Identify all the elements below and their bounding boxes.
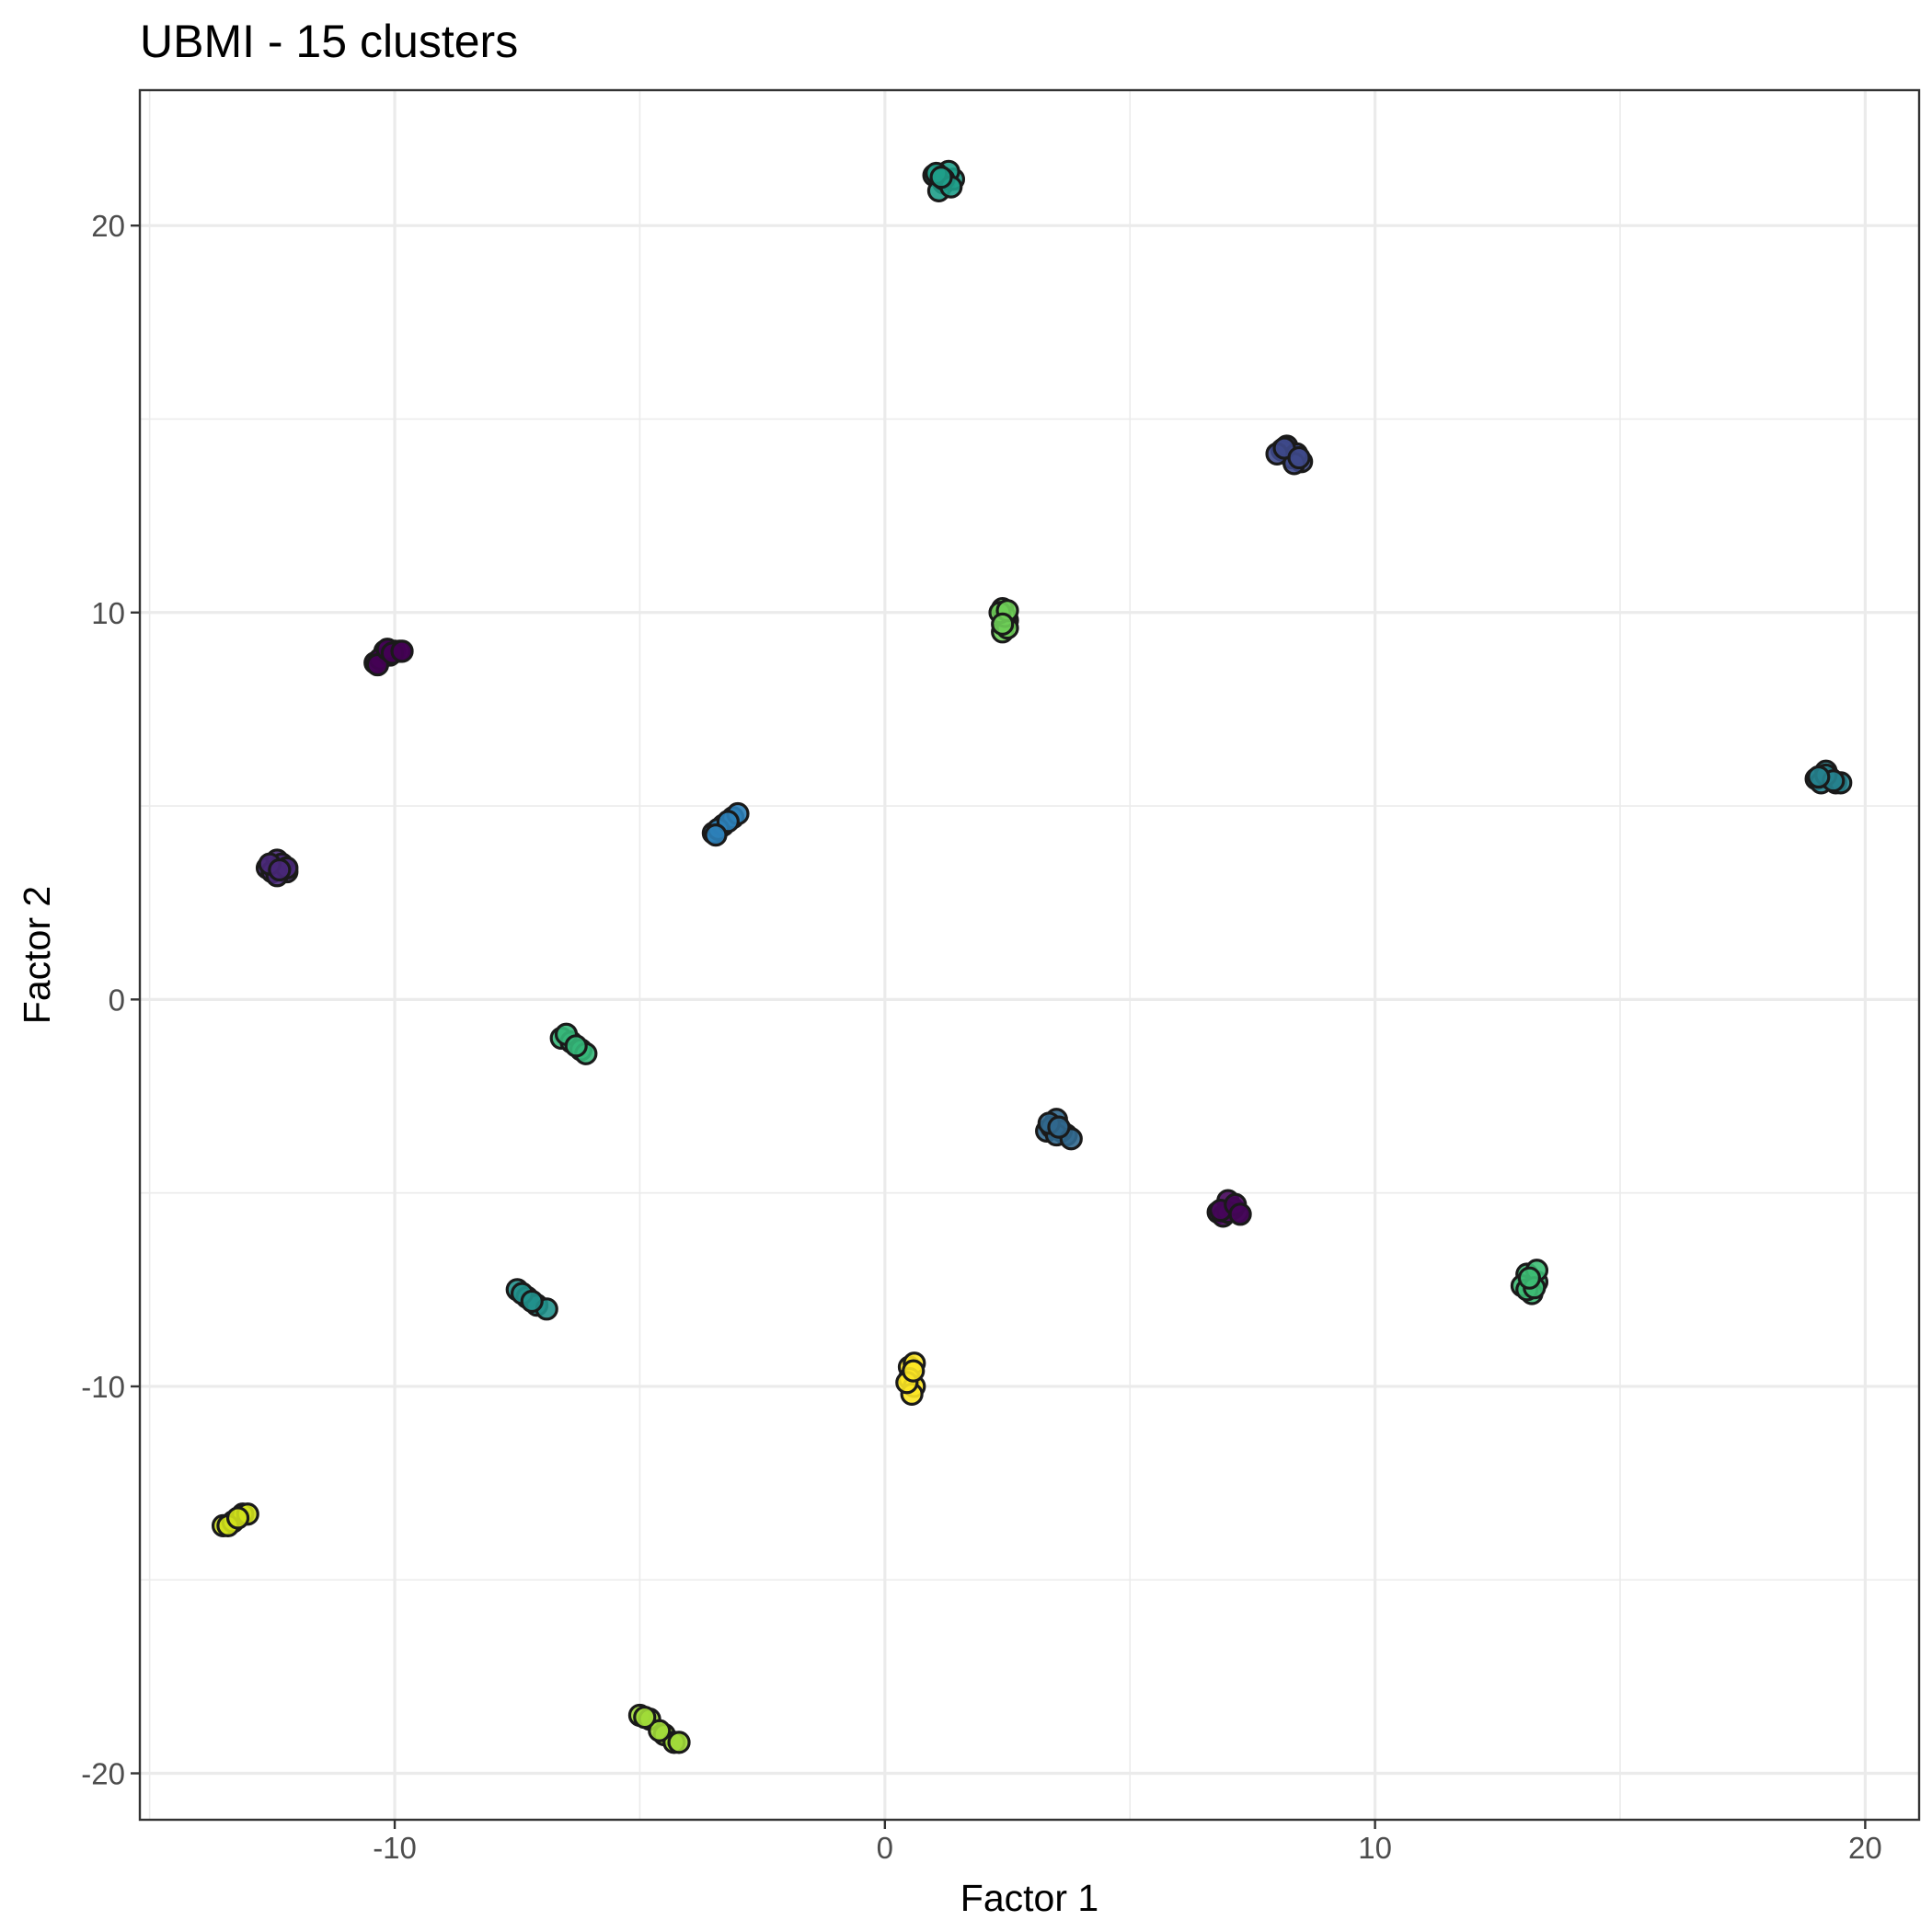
data-point bbox=[929, 166, 953, 190]
x-tick-label-1: 0 bbox=[877, 1831, 893, 1865]
data-point bbox=[902, 1359, 926, 1383]
grid-lines bbox=[140, 90, 1919, 1820]
cluster-1 bbox=[363, 638, 414, 677]
cluster-14 bbox=[211, 1502, 259, 1537]
cluster-3 bbox=[255, 848, 299, 888]
y-tick-label-2: 0 bbox=[109, 983, 125, 1017]
cluster-2 bbox=[1206, 1189, 1252, 1228]
chart-title: UBMI - 15 clusters bbox=[140, 16, 518, 67]
data-point bbox=[520, 1289, 544, 1314]
cluster-7 bbox=[1804, 759, 1853, 795]
data-points bbox=[211, 159, 1853, 1754]
data-point bbox=[1807, 765, 1831, 789]
data-point bbox=[1228, 1202, 1252, 1226]
data-point bbox=[564, 1034, 588, 1058]
y-axis-title: Factor 2 bbox=[16, 886, 58, 1024]
cluster-12 bbox=[988, 596, 1019, 644]
plot-panel-border bbox=[138, 88, 1921, 1822]
x-tick-label-3: 20 bbox=[1848, 1831, 1882, 1865]
x-tick-label-2: 10 bbox=[1358, 1831, 1392, 1865]
data-point bbox=[1517, 1266, 1542, 1290]
cluster-10 bbox=[549, 1022, 598, 1065]
data-point bbox=[390, 639, 414, 663]
y-tick-label-3: 10 bbox=[91, 596, 125, 630]
data-point bbox=[648, 1719, 672, 1742]
cluster-9 bbox=[922, 159, 966, 202]
data-point bbox=[225, 1506, 250, 1530]
data-point bbox=[991, 612, 1015, 637]
cluster-5 bbox=[1035, 1108, 1083, 1151]
y-tick-label-4: 20 bbox=[91, 209, 125, 243]
data-point bbox=[1047, 1115, 1071, 1139]
cluster-15 bbox=[895, 1351, 926, 1406]
data-point bbox=[268, 857, 292, 882]
cluster-11 bbox=[1510, 1259, 1549, 1305]
y-tick-label-0: -20 bbox=[81, 1757, 125, 1791]
cluster-4 bbox=[1265, 434, 1314, 476]
axis-ticks: -10 0 10 20 -20 -10 0 10 20 bbox=[81, 209, 1881, 1865]
cluster-13 bbox=[627, 1703, 691, 1754]
data-point bbox=[633, 1705, 657, 1730]
data-point bbox=[1287, 445, 1311, 470]
cluster-8 bbox=[505, 1278, 558, 1321]
x-axis-title: Factor 1 bbox=[960, 1877, 1098, 1919]
data-point bbox=[704, 823, 728, 847]
data-point bbox=[667, 1731, 691, 1754]
cluster-6 bbox=[701, 801, 750, 847]
x-tick-label-0: -10 bbox=[373, 1831, 417, 1865]
y-tick-label-1: -10 bbox=[81, 1370, 125, 1404]
